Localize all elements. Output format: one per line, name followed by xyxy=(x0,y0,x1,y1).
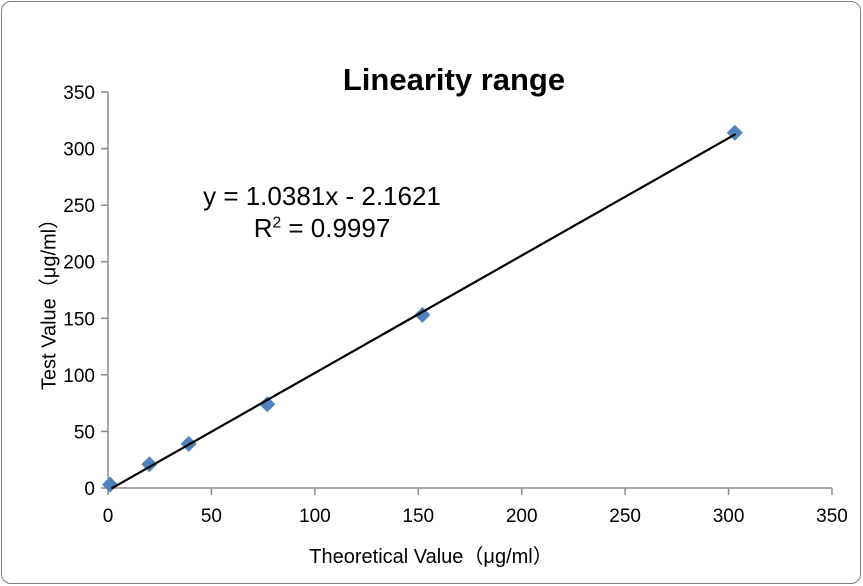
x-tick-label: 200 xyxy=(506,506,538,527)
r-squared-text: R2 = 0.9997 xyxy=(117,213,527,245)
x-tick-label: 250 xyxy=(609,506,641,527)
trendline xyxy=(111,133,736,490)
x-axis-title: Theoretical Value（μg/ml） xyxy=(309,546,553,568)
y-tick-label: 100 xyxy=(63,366,95,387)
x-tick-label: 0 xyxy=(103,506,114,527)
y-tick-label: 50 xyxy=(74,422,95,443)
data-point-marker xyxy=(259,396,276,413)
data-point-marker xyxy=(102,476,119,493)
y-tick-label: 250 xyxy=(63,196,95,217)
r-squared-label: R xyxy=(253,212,273,243)
r-squared-exponent: 2 xyxy=(272,214,282,232)
chart-title: Linearity range xyxy=(342,62,566,97)
y-tick-label: 300 xyxy=(63,140,95,161)
y-tick-label: 200 xyxy=(63,253,95,274)
x-tick-label: 350 xyxy=(816,506,848,527)
x-tick-label: 50 xyxy=(201,506,222,527)
x-tick-label: 100 xyxy=(299,506,331,527)
y-tick-label: 0 xyxy=(84,479,95,500)
y-tick-label: 350 xyxy=(63,83,95,104)
x-tick-label: 300 xyxy=(713,506,745,527)
r-squared-value: = 0.9997 xyxy=(281,212,391,243)
trendline-equation-text: y = 1.0381x - 2.1621 xyxy=(203,181,441,211)
y-tick-label: 150 xyxy=(63,309,95,330)
y-axis-title: Test Value（μg/ml） xyxy=(38,208,61,391)
trendline-annotation: y = 1.0381x - 2.1621 R2 = 0.9997 xyxy=(117,181,527,244)
x-tick-label: 150 xyxy=(402,506,434,527)
